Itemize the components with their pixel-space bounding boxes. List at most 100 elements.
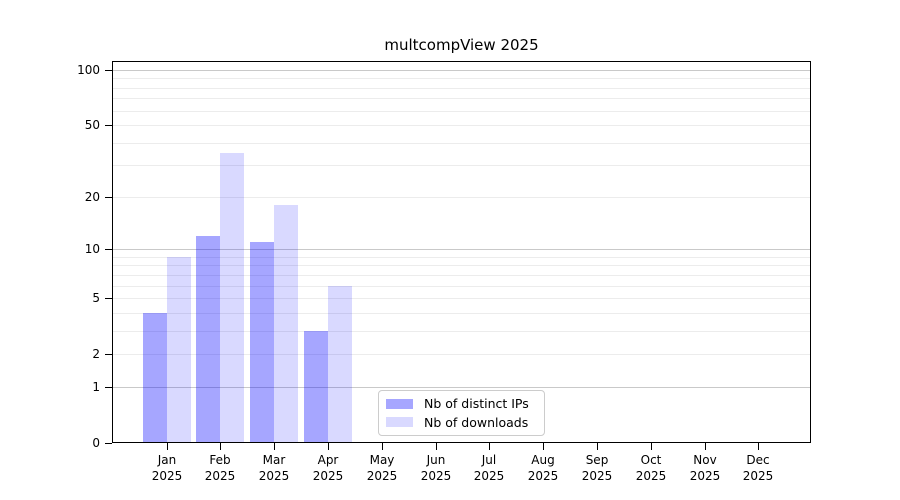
major-gridline	[113, 70, 810, 71]
y-axis-tick-label: 1	[92, 380, 100, 394]
minor-gridline	[113, 111, 810, 112]
minor-gridline	[113, 88, 810, 89]
minor-gridline	[113, 265, 810, 266]
bar-downloads	[328, 285, 352, 443]
major-gridline	[113, 249, 810, 250]
minor-gridline	[113, 313, 810, 314]
minor-gridline	[113, 143, 810, 144]
legend-item-distinct-ips: Nb of distinct IPs	[386, 396, 538, 411]
minor-gridline	[113, 286, 810, 287]
year-label: 2025	[420, 468, 452, 483]
chart-title: multcompView 2025	[384, 36, 539, 54]
x-axis-tick-label: Oct 2025	[619, 453, 683, 484]
y-axis-tick	[105, 298, 112, 299]
x-axis-tick-label: Dec 2025	[726, 453, 790, 484]
y-axis-tick-label: 20	[84, 190, 100, 204]
month-label: Jul	[481, 453, 497, 467]
legend: Nb of distinct IPs Nb of downloads	[378, 390, 545, 436]
month-label: Jan	[157, 453, 177, 467]
month-label: Feb	[209, 453, 231, 467]
x-axis-tick	[328, 443, 329, 450]
legend-label: Nb of distinct IPs	[424, 396, 529, 412]
x-axis-tick	[274, 443, 275, 450]
x-axis-tick	[651, 443, 652, 450]
year-label: 2025	[581, 468, 613, 483]
x-axis-tick-label: Jan 2025	[135, 453, 199, 484]
bar-downloads	[220, 153, 244, 443]
y-axis-tick-label: 2	[92, 347, 100, 361]
minor-gridline	[113, 98, 810, 99]
minor-gridline	[113, 78, 810, 79]
month-label: Oct	[640, 453, 662, 467]
month-label: Jun	[426, 453, 446, 467]
bar-distinct-ips	[304, 331, 328, 443]
y-axis-tick	[105, 354, 112, 355]
y-axis-tick	[105, 70, 112, 71]
month-label: Aug	[531, 453, 555, 467]
y-axis-tick-label: 0	[92, 436, 100, 450]
bar-distinct-ips	[143, 312, 167, 443]
y-axis-tick-label: 100	[77, 63, 100, 77]
x-axis-tick-label: May 2025	[350, 453, 414, 484]
x-axis-tick	[758, 443, 759, 450]
year-label: 2025	[527, 468, 559, 483]
year-label: 2025	[473, 468, 505, 483]
y-axis-tick	[105, 249, 112, 250]
y-axis-tick-label: 5	[92, 291, 100, 305]
minor-gridline	[113, 275, 810, 276]
minor-gridline	[113, 331, 810, 332]
year-label: 2025	[689, 468, 721, 483]
x-axis-tick-label: Aug 2025	[511, 453, 575, 484]
minor-gridline	[113, 354, 810, 355]
month-label: Dec	[746, 453, 770, 467]
legend-swatch-distinct-ips	[386, 398, 413, 409]
x-axis-tick	[597, 443, 598, 450]
year-label: 2025	[151, 468, 183, 483]
minor-gridline	[113, 197, 810, 198]
legend-item-downloads: Nb of downloads	[386, 415, 538, 430]
year-label: 2025	[312, 468, 344, 483]
year-label: 2025	[635, 468, 667, 483]
legend-swatch-downloads	[386, 417, 413, 428]
bar-downloads	[274, 205, 298, 443]
x-axis-tick	[382, 443, 383, 450]
x-axis-tick	[543, 443, 544, 450]
y-axis-tick	[105, 387, 112, 388]
month-label: Mar	[262, 453, 286, 467]
x-axis-tick	[220, 443, 221, 450]
minor-gridline	[113, 257, 810, 258]
year-label: 2025	[366, 468, 398, 483]
y-axis-tick-label: 10	[84, 242, 100, 256]
bar-downloads	[167, 256, 191, 443]
bar-distinct-ips	[250, 242, 274, 443]
x-axis-tick-label: Apr 2025	[296, 453, 360, 484]
y-axis-tick-label: 50	[84, 118, 100, 132]
x-axis-tick-label: Nov 2025	[673, 453, 737, 484]
legend-label: Nb of downloads	[424, 414, 529, 430]
x-axis-tick	[436, 443, 437, 450]
y-axis-tick	[105, 125, 112, 126]
month-label: May	[369, 453, 395, 467]
x-axis-tick-label: Jun 2025	[404, 453, 468, 484]
minor-gridline	[113, 165, 810, 166]
month-label: Nov	[693, 453, 717, 467]
y-axis-tick	[105, 197, 112, 198]
x-axis-tick-label: Jul 2025	[457, 453, 521, 484]
x-axis-tick	[489, 443, 490, 450]
y-axis-tick	[105, 443, 112, 444]
x-axis-tick	[705, 443, 706, 450]
minor-gridline	[113, 298, 810, 299]
x-axis-tick-label: Feb 2025	[188, 453, 252, 484]
bar-distinct-ips	[196, 235, 220, 443]
month-label: Sep	[585, 453, 609, 467]
x-axis-tick-label: Sep 2025	[565, 453, 629, 484]
x-axis-tick	[167, 443, 168, 450]
year-label: 2025	[204, 468, 236, 483]
year-label: 2025	[742, 468, 774, 483]
year-label: 2025	[258, 468, 290, 483]
minor-gridline	[113, 125, 810, 126]
major-gridline	[113, 387, 810, 388]
month-label: Apr	[317, 453, 339, 467]
x-axis-tick-label: Mar 2025	[242, 453, 306, 484]
